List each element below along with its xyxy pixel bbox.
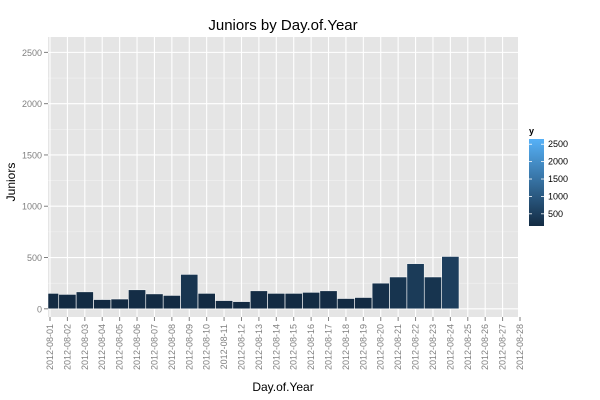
bars (47, 256, 460, 310)
bar-2012-08-18 (337, 298, 355, 310)
chart-title: Juniors by Day.of.Year (208, 17, 357, 34)
x-tick-label: 2012-08-24 (445, 324, 455, 370)
bar-2012-08-15 (284, 293, 303, 310)
x-tick-label: 2012-08-17 (324, 324, 334, 370)
plot-panel (48, 37, 521, 317)
panel-background (48, 37, 518, 317)
y-tick-label: 500 (27, 253, 42, 263)
x-tick-label: 2012-08-06 (132, 324, 142, 370)
y-tick-label: 1000 (22, 202, 42, 212)
x-tick-label: 2012-08-27 (498, 324, 508, 370)
x-tick-label: 2012-08-28 (515, 324, 525, 370)
bar-2012-08-05 (110, 298, 129, 310)
legend-tick-label: 2000 (548, 157, 568, 167)
bar-2012-08-19 (354, 297, 373, 310)
x-tick-label: 2012-08-22 (411, 324, 421, 370)
x-tick-label: 2012-08-03 (80, 324, 90, 370)
x-tick-label: 2012-08-21 (393, 324, 403, 370)
x-tick-label: 2012-08-26 (480, 324, 490, 370)
y-tick-label: 2000 (22, 99, 42, 109)
x-tick-label: 2012-08-18 (341, 324, 351, 370)
bar-2012-08-17 (319, 290, 338, 310)
y-axis-label: Juniors (4, 163, 18, 202)
bar-2012-08-23 (424, 276, 442, 310)
bar-2012-08-22 (406, 263, 425, 310)
x-axis-label: Day.of.Year (252, 380, 313, 394)
bar-2012-08-08 (162, 295, 181, 310)
bar-2012-08-03 (75, 291, 94, 310)
x-tick-label: 2012-08-16 (306, 324, 316, 370)
bar-2012-08-04 (93, 299, 112, 310)
x-tick-label: 2012-08-02 (62, 324, 72, 370)
legend-tick-label: 500 (548, 209, 563, 219)
legend-tick-label: 1000 (548, 191, 568, 201)
x-tick-label: 2012-08-14 (271, 324, 281, 370)
y-tick-label: 2500 (22, 48, 42, 58)
legend-tick-label: 2500 (548, 139, 568, 149)
x-tick-label: 2012-08-07 (149, 324, 159, 370)
x-tick-label: 2012-08-04 (97, 324, 107, 370)
x-tick-label: 2012-08-20 (376, 324, 386, 370)
x-tick-label: 2012-08-08 (167, 324, 177, 370)
x-tick-label: 2012-08-10 (202, 324, 212, 370)
x-tick-label: 2012-08-12 (236, 324, 246, 370)
x-tick-label: 2012-08-19 (358, 324, 368, 370)
bar-2012-08-09 (180, 274, 199, 310)
bar-2012-08-12 (232, 301, 251, 310)
bar-2012-08-10 (197, 293, 216, 310)
legend: y 500 1000 1500 2000 2500 (529, 126, 568, 226)
legend-tick-label: 1500 (548, 174, 568, 184)
bar-2012-08-06 (128, 289, 146, 310)
bar-2012-08-21 (389, 276, 408, 310)
bar-2012-08-01 (47, 293, 59, 310)
bar-2012-08-07 (145, 293, 164, 310)
bar-2012-08-24 (441, 256, 460, 310)
bar-2012-08-13 (250, 290, 268, 310)
y-tick-label: 1500 (22, 150, 42, 160)
x-tick-label: 2012-08-01 (45, 324, 55, 370)
x-tick-label: 2012-08-05 (115, 324, 125, 370)
bar-2012-08-02 (58, 294, 77, 310)
x-tick-label: 2012-08-09 (184, 324, 194, 370)
x-tick-label: 2012-08-11 (219, 324, 229, 369)
x-axis: 2012-08-01 2012-08-02 2012-08-03 2012-08-04… (45, 317, 525, 370)
bar-2012-08-16 (302, 292, 320, 310)
legend-title: y (529, 126, 534, 136)
x-tick-label: 2012-08-25 (463, 324, 473, 370)
y-tick-label: 0 (37, 304, 42, 314)
x-tick-label: 2012-08-23 (428, 324, 438, 370)
y-axis: 0 500 1000 1500 2000 2500 (22, 48, 48, 314)
legend-colorbar (529, 139, 544, 226)
x-tick-label: 2012-08-13 (254, 324, 264, 370)
bar-2012-08-14 (267, 293, 286, 310)
x-tick-label: 2012-08-15 (289, 324, 299, 370)
bar-2012-08-20 (371, 282, 390, 310)
bar-2012-08-11 (215, 300, 233, 310)
